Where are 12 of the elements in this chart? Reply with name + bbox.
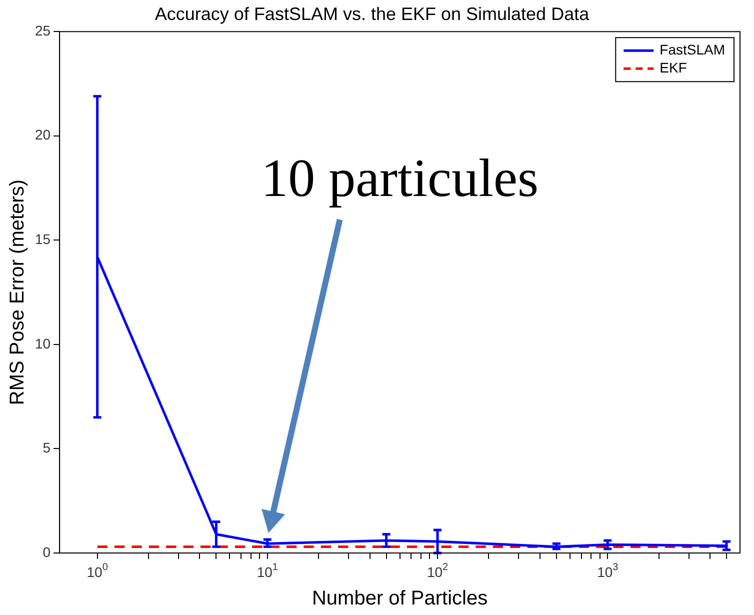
- y-tick-label: 5: [42, 440, 51, 456]
- legend-label: EKF: [660, 59, 687, 76]
- y-axis-title: RMS Pose Error (meters): [6, 180, 29, 406]
- annotation: 10 particules: [261, 148, 538, 208]
- y-tick-label: 0: [42, 544, 51, 560]
- x-axis-title: Number of Particles: [312, 588, 488, 610]
- y-tick-label: 10: [34, 335, 51, 352]
- chart-title: Accuracy of FastSLAM vs. the EKF on Simulated Data: [154, 4, 590, 24]
- y-tick-label: 25: [34, 22, 51, 38]
- y-tick-label: 15: [34, 231, 51, 248]
- y-tick-label: 20: [34, 126, 51, 143]
- legend-label: FastSLAM: [660, 41, 726, 58]
